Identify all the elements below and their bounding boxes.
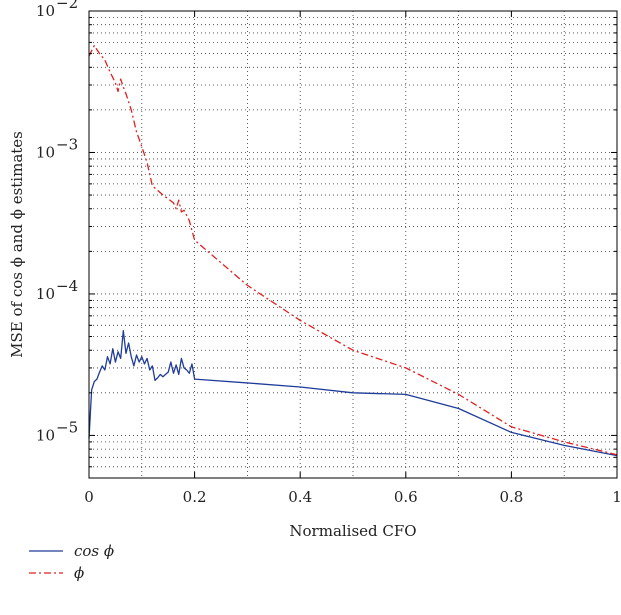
y-tick-label: 10: [36, 426, 55, 444]
tick-labels: 0 0.2 0.4 0.6 0.8 110−510−410−310−2: [36, 0, 621, 506]
x-tick-label: 0.6: [394, 488, 418, 506]
y-tick-label: 10: [36, 285, 55, 303]
legend-label: ϕ: [74, 564, 84, 582]
x-tick-label: 0.8: [499, 488, 523, 506]
x-axis-title: Normalised CFO: [289, 522, 416, 540]
y-tick-label-exponent: −2: [56, 0, 78, 12]
plot-frame: [88, 10, 618, 479]
series-line-phi: [88, 44, 618, 456]
x-tick-label: 0: [84, 488, 94, 506]
series-layer: [88, 44, 618, 457]
legend: cos ϕ ϕ: [29, 542, 114, 582]
y-tick-label: 10: [36, 2, 55, 20]
y-tick-label-exponent: −4: [56, 277, 78, 295]
y-tick-label-exponent: −3: [56, 135, 78, 153]
x-tick-label: 0.2: [183, 488, 207, 506]
grid: [89, 11, 617, 478]
y-axis-title: MSE of cos ϕ and ϕ estimates: [8, 131, 26, 358]
y-tick-label-exponent: −5: [56, 418, 78, 436]
series-line-cos-phi: [88, 330, 618, 457]
tick-marks: [88, 11, 618, 478]
x-tick-label: 1: [612, 488, 621, 506]
x-tick-label: 0.4: [288, 488, 312, 506]
legend-label: cos ϕ: [74, 542, 114, 560]
y-tick-label: 10: [36, 143, 55, 161]
